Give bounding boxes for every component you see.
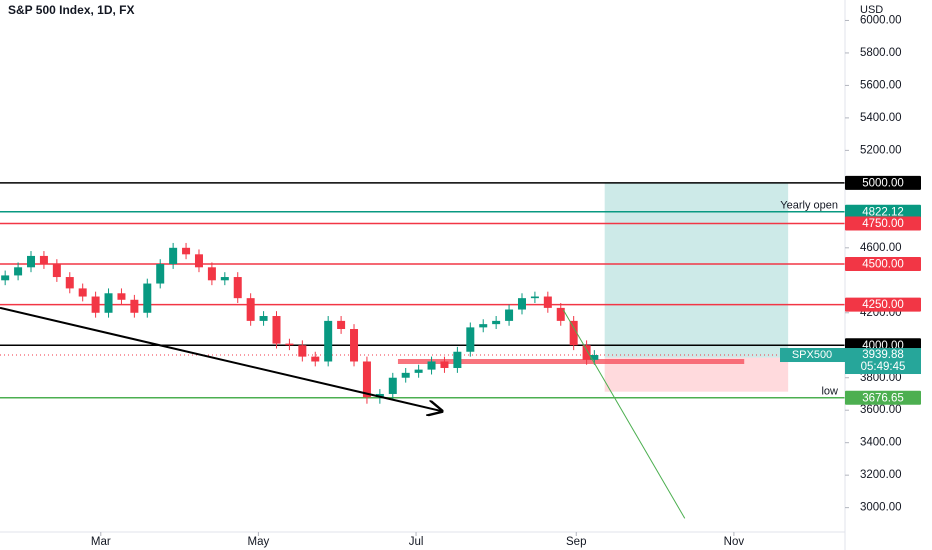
last-price-label: 3939.88 bbox=[862, 349, 904, 361]
y-tick-label: 5200.00 bbox=[860, 144, 902, 156]
symbol-tag bbox=[780, 348, 845, 363]
candle-body bbox=[517, 298, 526, 310]
y-tick-label: 6000.00 bbox=[860, 14, 902, 26]
price-tag bbox=[845, 297, 921, 312]
candle-body bbox=[388, 377, 397, 394]
candle-body bbox=[311, 356, 320, 362]
x-tick-label: Sep bbox=[566, 536, 586, 548]
candle-body bbox=[492, 320, 501, 325]
candle-body bbox=[375, 393, 384, 398]
candle-body bbox=[169, 247, 178, 265]
position-profit bbox=[604, 182, 789, 358]
price-tag bbox=[845, 390, 921, 405]
candle-body bbox=[233, 277, 242, 299]
y-tick-label: 5400.00 bbox=[860, 112, 902, 124]
candle-body bbox=[440, 361, 449, 368]
candle-body bbox=[156, 264, 165, 284]
last-price-tag bbox=[845, 348, 921, 375]
candle-body bbox=[104, 293, 113, 313]
candle-body bbox=[362, 361, 371, 398]
candle-body bbox=[582, 345, 591, 360]
candle-body bbox=[466, 327, 475, 352]
candle-body bbox=[556, 307, 565, 321]
x-tick-label: Nov bbox=[724, 536, 745, 548]
candle-body bbox=[194, 254, 203, 268]
x-tick-label: May bbox=[248, 536, 270, 548]
candle-body bbox=[52, 264, 61, 278]
candle-body bbox=[78, 288, 87, 297]
price-tag bbox=[845, 216, 921, 231]
candle-body bbox=[117, 293, 126, 300]
candle-body bbox=[1, 275, 10, 281]
level-note: low bbox=[821, 386, 838, 398]
y-tick-label: 3000.00 bbox=[860, 502, 902, 514]
candle-body bbox=[505, 309, 514, 321]
candle-body bbox=[246, 298, 255, 321]
candle-body bbox=[401, 372, 410, 378]
trendline bbox=[562, 309, 686, 519]
y-tick-label: 3400.00 bbox=[860, 437, 902, 449]
x-tick-label: Jul bbox=[409, 536, 424, 548]
candle-body bbox=[530, 296, 539, 299]
price-tag bbox=[845, 204, 921, 219]
price-tag-label: 3676.65 bbox=[862, 392, 904, 404]
candle-body bbox=[298, 345, 307, 357]
y-tick-label: 4600.00 bbox=[860, 242, 902, 254]
price-tag-label: 5000.00 bbox=[862, 177, 904, 189]
countdown-label: 05:49:45 bbox=[861, 361, 906, 373]
candle-body bbox=[91, 296, 100, 313]
y-tick-label: 3200.00 bbox=[860, 469, 902, 481]
candle-body bbox=[569, 320, 578, 346]
price-tag-label: 4250.00 bbox=[862, 299, 904, 311]
plot bbox=[0, 182, 845, 519]
candle-body bbox=[414, 369, 423, 373]
candle-body bbox=[27, 255, 36, 268]
candle-body bbox=[590, 355, 599, 360]
trendline bbox=[0, 306, 442, 411]
price-tag bbox=[845, 257, 921, 272]
level-note: Yearly open bbox=[780, 200, 838, 212]
price-tag-label: 4500.00 bbox=[862, 259, 904, 271]
candle-body bbox=[220, 277, 229, 281]
price-tag-label: 4822.12 bbox=[862, 206, 904, 218]
candle-body bbox=[453, 351, 462, 368]
candle-body bbox=[182, 247, 191, 255]
candle-body bbox=[259, 316, 268, 321]
candle-body bbox=[427, 361, 436, 370]
candle-body bbox=[350, 329, 359, 362]
symbol-tag-label: SPX500 bbox=[792, 349, 832, 361]
y-tick-label: 5600.00 bbox=[860, 79, 902, 91]
candle-body bbox=[143, 283, 152, 313]
y-tick-label: 3600.00 bbox=[860, 404, 902, 416]
candle-body bbox=[14, 267, 23, 276]
y-tick-label: 5800.00 bbox=[860, 47, 902, 59]
price-tag-label: 4750.00 bbox=[862, 218, 904, 230]
candle-body bbox=[272, 316, 281, 344]
candle-body bbox=[130, 299, 139, 313]
candle-body bbox=[479, 324, 488, 328]
currency: USD bbox=[860, 4, 883, 16]
candle-body bbox=[285, 343, 294, 346]
candle-body bbox=[337, 320, 346, 330]
y-tick-label: 3800.00 bbox=[860, 372, 902, 384]
candle-body bbox=[207, 267, 216, 281]
x-tick-label: Mar bbox=[91, 536, 111, 548]
candle-body bbox=[65, 277, 74, 289]
candle-body bbox=[39, 255, 48, 265]
price-tag bbox=[845, 175, 921, 190]
candle-body bbox=[543, 296, 552, 308]
candle-body bbox=[324, 320, 333, 362]
chart-title: S&P 500 Index, 1D, FX bbox=[8, 3, 135, 17]
